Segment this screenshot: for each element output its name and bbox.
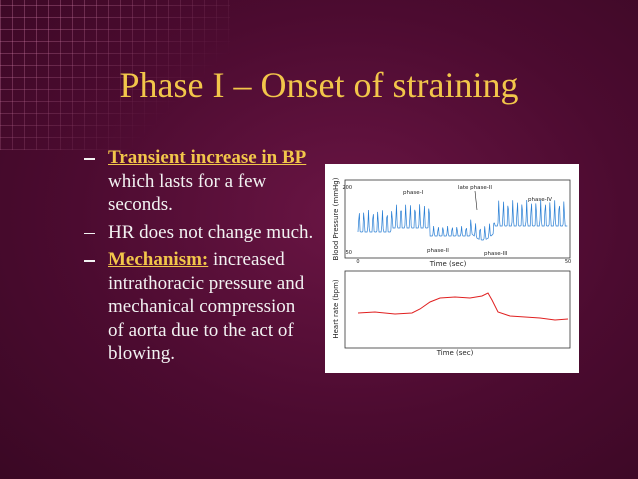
annotation: phase-II [427,248,449,254]
emphasis: Mechanism: [108,249,209,270]
bullet: Transient increase in BP which lasts for… [84,146,314,217]
slide-title: Phase I – Onset of straining [119,65,519,105]
bullet-text: increased intrathoracic pressure and mec… [108,249,305,364]
annotation: phase-IV [528,197,552,203]
x-tick-label: 50 [565,259,571,265]
bp-trace [357,199,568,241]
annotation: phase-I [403,190,424,196]
x-axis-label: Time (sec) [429,260,467,268]
bullet-text: which lasts for a few seconds. [108,170,267,216]
bullet: HR does not change much. [84,221,314,245]
plot-frame [344,270,571,349]
hr-trace [357,292,569,321]
annotation: late phase-II [458,185,492,191]
y-axis-label: Heart rate (bpm) [332,279,340,339]
y-tick-label: 50 [346,250,352,256]
bullet: Mechanism: increased intrathoracic press… [84,248,314,366]
bullet-dash [84,260,95,262]
x-tick-label: 0 [356,259,359,265]
bullet-dash [84,158,95,160]
x-axis-label: Time (sec) [436,349,474,357]
bullet-dash [84,232,95,234]
annotation-arrow [474,190,478,211]
y-axis-label: Blood Pressure (mmHg) [332,177,340,260]
bullet-text: HR does not change much. [108,221,314,243]
y-tick-label: 200 [342,185,352,191]
annotation: phase-III [484,251,508,257]
bullet-list: Transient increase in BP which lasts for… [84,146,314,370]
grid-decoration [0,0,230,150]
figure-background [325,164,579,373]
plot-frame [344,179,571,259]
emphasis: Transient increase in BP [108,147,307,168]
